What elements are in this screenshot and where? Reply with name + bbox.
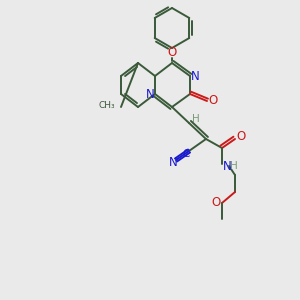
Text: CH₃: CH₃ [98, 100, 115, 109]
Text: O: O [212, 196, 220, 209]
Text: N: N [190, 70, 200, 83]
Text: O: O [167, 46, 177, 59]
Text: H: H [192, 114, 200, 124]
Text: O: O [208, 94, 217, 107]
Text: H: H [230, 161, 238, 171]
Text: O: O [236, 130, 246, 143]
Text: N: N [223, 160, 231, 172]
Text: N: N [169, 157, 177, 169]
Text: N: N [146, 88, 154, 100]
Text: C: C [182, 149, 190, 159]
